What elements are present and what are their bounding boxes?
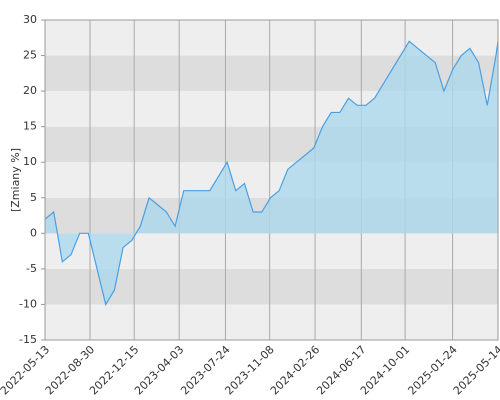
area — [45, 41, 498, 305]
y-tick-label: 0 — [30, 226, 37, 239]
y-tick-label: -10 — [19, 297, 37, 310]
y-tick-label: 25 — [23, 49, 37, 62]
y-tick-label: 10 — [23, 155, 37, 168]
y-tick-label: 15 — [23, 120, 37, 133]
y-tick-label: -15 — [19, 333, 37, 346]
y-tick-label: 30 — [23, 13, 37, 26]
y-axis-label: [Zmiany %] — [9, 148, 22, 212]
y-tick-label: 20 — [23, 84, 37, 97]
y-tick-label: -5 — [26, 262, 37, 275]
line — [44, 40, 499, 306]
band — [45, 268, 498, 305]
band — [45, 304, 498, 340]
band — [45, 20, 498, 56]
y-tick-label: 5 — [30, 191, 37, 204]
plot-frame — [44, 19, 499, 341]
